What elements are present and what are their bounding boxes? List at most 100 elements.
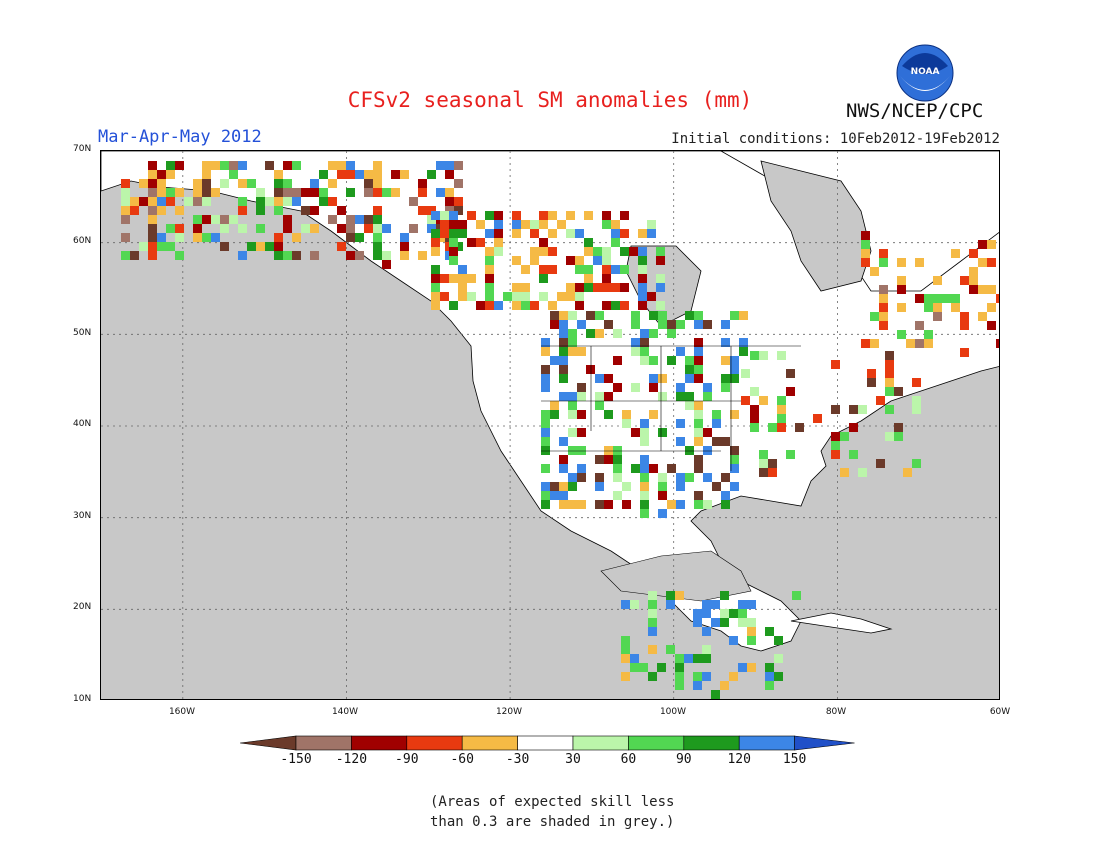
anomaly-cell bbox=[658, 311, 667, 320]
anomaly-cell bbox=[694, 365, 703, 374]
anomaly-cell bbox=[445, 188, 454, 197]
anomaly-cell bbox=[768, 423, 777, 432]
map-svg bbox=[101, 151, 999, 699]
anomaly-cell bbox=[175, 251, 184, 260]
anomaly-cell bbox=[541, 491, 550, 500]
anomaly-cell bbox=[568, 446, 577, 455]
lat-label: 20N bbox=[73, 602, 92, 612]
anomaly-cell bbox=[730, 455, 739, 464]
anomaly-cell bbox=[703, 428, 712, 437]
anomaly-cell bbox=[739, 311, 748, 320]
anomaly-cell bbox=[978, 285, 987, 294]
anomaly-cell bbox=[676, 347, 685, 356]
anomaly-cell bbox=[897, 303, 906, 312]
anomaly-cell bbox=[676, 482, 685, 491]
anomaly-cell bbox=[541, 383, 550, 392]
anomaly-cell bbox=[730, 356, 739, 365]
anomaly-cell bbox=[960, 348, 969, 357]
anomaly-cell bbox=[703, 500, 712, 509]
anomaly-cell bbox=[613, 446, 622, 455]
anomaly-cell bbox=[166, 242, 175, 251]
anomaly-cell bbox=[915, 258, 924, 267]
anomaly-cell bbox=[148, 188, 157, 197]
anomaly-cell bbox=[494, 238, 503, 247]
anomaly-cell bbox=[148, 197, 157, 206]
anomaly-cell bbox=[467, 238, 476, 247]
anomaly-cell bbox=[703, 392, 712, 401]
anomaly-cell bbox=[541, 428, 550, 437]
anomaly-cell bbox=[130, 197, 139, 206]
anomaly-cell bbox=[274, 251, 283, 260]
anomaly-cell bbox=[987, 258, 996, 267]
anomaly-cell bbox=[148, 215, 157, 224]
anomaly-cell bbox=[595, 473, 604, 482]
anomaly-cell bbox=[364, 224, 373, 233]
anomaly-cell bbox=[512, 301, 521, 310]
anomaly-cell bbox=[418, 188, 427, 197]
anomaly-cell bbox=[750, 414, 759, 423]
anomaly-cell bbox=[568, 392, 577, 401]
lat-label: 60N bbox=[73, 236, 92, 246]
anomaly-cell bbox=[157, 197, 166, 206]
anomaly-cell bbox=[568, 338, 577, 347]
anomaly-cell bbox=[676, 473, 685, 482]
anomaly-cell bbox=[693, 618, 702, 627]
anomaly-cell bbox=[485, 229, 494, 238]
anomaly-cell bbox=[512, 229, 521, 238]
anomaly-cell bbox=[620, 247, 629, 256]
anomaly-cell bbox=[978, 258, 987, 267]
anomaly-cell bbox=[431, 211, 440, 220]
anomaly-cell bbox=[768, 468, 777, 477]
anomaly-cell bbox=[656, 247, 665, 256]
anomaly-cell bbox=[559, 338, 568, 347]
anomaly-cell bbox=[148, 242, 157, 251]
anomaly-cell bbox=[445, 197, 454, 206]
chart-title: CFSv2 seasonal SM anomalies (mm) bbox=[347, 88, 753, 112]
anomaly-cell bbox=[157, 206, 166, 215]
anomaly-cell bbox=[274, 170, 283, 179]
anomaly-cell bbox=[774, 654, 783, 663]
anomaly-cell bbox=[256, 242, 265, 251]
anomaly-cell bbox=[559, 491, 568, 500]
anomaly-cell bbox=[676, 419, 685, 428]
anomaly-cell bbox=[638, 256, 647, 265]
anomaly-cell bbox=[539, 211, 548, 220]
anomaly-cell bbox=[355, 251, 364, 260]
anomaly-cell bbox=[933, 312, 942, 321]
lat-label: 40N bbox=[73, 419, 92, 429]
anomaly-cell bbox=[454, 197, 463, 206]
anomaly-cell bbox=[346, 224, 355, 233]
anomaly-cell bbox=[568, 347, 577, 356]
anomaly-cell bbox=[602, 247, 611, 256]
anomaly-cell bbox=[712, 410, 721, 419]
anomaly-cell bbox=[658, 473, 667, 482]
lon-label: 60W bbox=[989, 707, 1011, 717]
anomaly-cell bbox=[476, 301, 485, 310]
anomaly-cell bbox=[721, 320, 730, 329]
anomaly-cell bbox=[647, 229, 656, 238]
anomaly-cell bbox=[879, 312, 888, 321]
anomaly-cell bbox=[702, 645, 711, 654]
anomaly-cell bbox=[202, 197, 211, 206]
anomaly-cell bbox=[897, 330, 906, 339]
anomaly-cell bbox=[548, 247, 557, 256]
anomaly-cell bbox=[418, 179, 427, 188]
anomaly-cell bbox=[346, 161, 355, 170]
anomaly-cell bbox=[648, 645, 657, 654]
anomaly-cell bbox=[604, 374, 613, 383]
anomaly-cell bbox=[685, 446, 694, 455]
anomaly-cell bbox=[373, 179, 382, 188]
anomaly-cell bbox=[897, 276, 906, 285]
anomaly-cell bbox=[684, 654, 693, 663]
anomaly-cell bbox=[951, 294, 960, 303]
anomaly-cell bbox=[879, 303, 888, 312]
anomaly-cell bbox=[649, 464, 658, 473]
anomaly-cell bbox=[657, 663, 666, 672]
colorbar-tick-label: 150 bbox=[782, 752, 807, 767]
anomaly-cell bbox=[978, 240, 987, 249]
anomaly-cell bbox=[694, 500, 703, 509]
anomaly-cell bbox=[559, 392, 568, 401]
anomaly-cell bbox=[121, 197, 130, 206]
anomaly-cell bbox=[631, 428, 640, 437]
anomaly-cell bbox=[777, 396, 786, 405]
